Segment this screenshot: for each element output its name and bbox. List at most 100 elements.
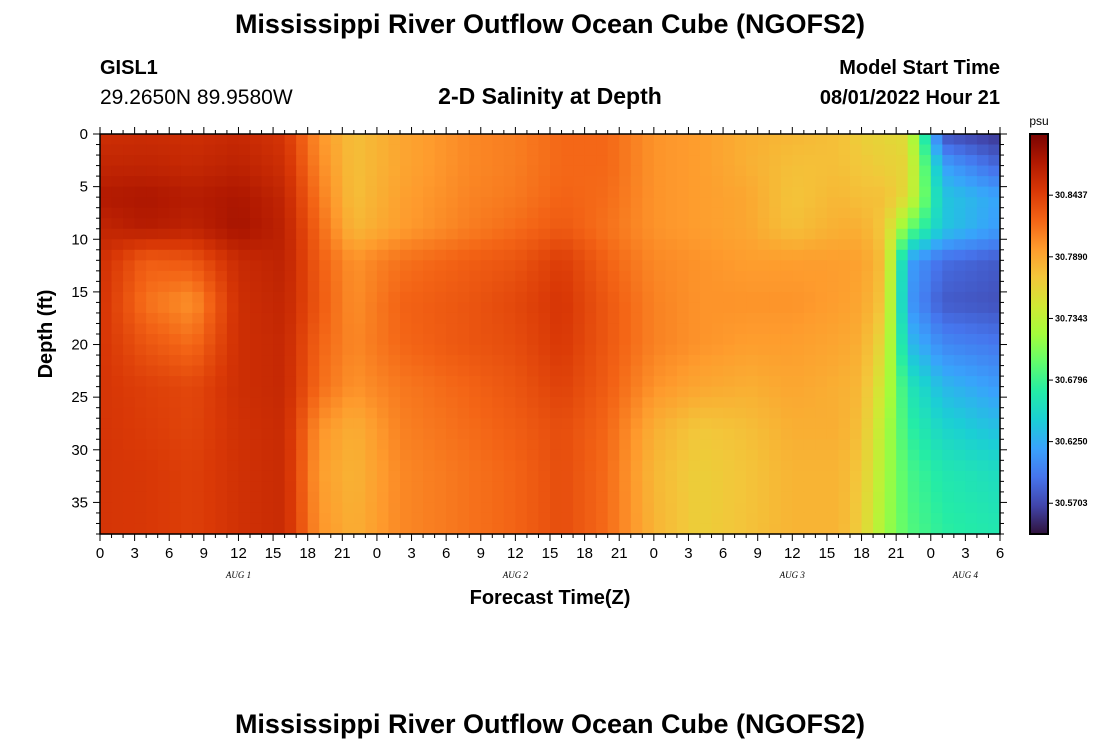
- heatmap-cell: [619, 502, 632, 514]
- heatmap-cell: [492, 207, 505, 219]
- heatmap-cell: [919, 176, 932, 188]
- heatmap-cell: [653, 323, 666, 335]
- main-title: Mississippi River Outflow Ocean Cube (NG…: [234, 9, 866, 39]
- heatmap-cell: [100, 418, 113, 430]
- heatmap-cell: [111, 502, 124, 514]
- heatmap-cell: [838, 512, 851, 525]
- heatmap-cell: [192, 197, 205, 209]
- heatmap-cell: [330, 386, 343, 398]
- heatmap-cell: [388, 197, 401, 209]
- heatmap-cell: [469, 323, 482, 335]
- heatmap-cell: [550, 439, 563, 451]
- heatmap-cell: [203, 470, 216, 482]
- heatmap-cell: [319, 449, 332, 461]
- heatmap-cell: [353, 449, 366, 461]
- heatmap-cell: [319, 512, 332, 525]
- heatmap-cell: [653, 291, 666, 304]
- heatmap-cell: [307, 523, 320, 535]
- heatmap-cell: [653, 428, 666, 440]
- heatmap-cell: [850, 144, 863, 156]
- heatmap-cell: [423, 418, 436, 430]
- heatmap-cell: [353, 291, 366, 304]
- heatmap-cell: [630, 165, 643, 177]
- heatmap-cell: [780, 502, 793, 514]
- heatmap-cell: [388, 523, 401, 535]
- heatmap-cell: [561, 344, 574, 356]
- heatmap-cell: [111, 481, 124, 493]
- heatmap-cell: [688, 249, 701, 261]
- heatmap-cell: [619, 428, 632, 440]
- heatmap-cell: [111, 291, 124, 304]
- heatmap-cell: [792, 397, 805, 409]
- heatmap-cell: [676, 334, 690, 346]
- heatmap-cell: [884, 270, 897, 282]
- heatmap-cell: [261, 523, 274, 535]
- heatmap-cell: [296, 312, 309, 325]
- heatmap-cell: [953, 228, 966, 240]
- heatmap-cell: [953, 355, 966, 367]
- heatmap-cell: [803, 344, 816, 356]
- heatmap-cell: [550, 186, 563, 198]
- heatmap-cell: [665, 397, 678, 409]
- heatmap-cell: [492, 228, 505, 240]
- heatmap-cell: [688, 460, 701, 472]
- heatmap-cell: [215, 376, 228, 388]
- heatmap-cell: [700, 312, 713, 325]
- heatmap-cell: [330, 260, 343, 272]
- heatmap-cell: [180, 397, 193, 409]
- heatmap-cell: [284, 228, 297, 240]
- heatmap-cell: [688, 418, 701, 430]
- heatmap-cell: [180, 312, 193, 325]
- heatmap-cell: [215, 460, 228, 472]
- heatmap-cell: [353, 470, 366, 482]
- heatmap-cell: [930, 376, 943, 388]
- heatmap-cell: [157, 291, 170, 304]
- heatmap-cell: [192, 449, 205, 461]
- heatmap-cell: [630, 249, 643, 261]
- heatmap-cell: [250, 249, 263, 261]
- heatmap-cell: [619, 470, 632, 482]
- heatmap-cell: [273, 270, 286, 282]
- heatmap-cell: [780, 334, 793, 346]
- heatmap-cell: [803, 386, 816, 398]
- heatmap-cell: [100, 481, 113, 493]
- heatmap-cell: [584, 134, 597, 146]
- heatmap-cell: [711, 228, 724, 240]
- heatmap-cell: [457, 439, 470, 451]
- heatmap-cell: [619, 228, 632, 240]
- x-tick-label: 0: [373, 545, 381, 562]
- heatmap-cell: [896, 491, 909, 504]
- heatmap-cell: [792, 270, 805, 282]
- heatmap-cell: [746, 260, 759, 272]
- heatmap-cell: [550, 312, 563, 325]
- heatmap-cell: [492, 523, 505, 535]
- heatmap-cell: [423, 218, 436, 230]
- x-tick-label: 6: [996, 545, 1004, 562]
- station-id: GISL1: [100, 57, 158, 79]
- heatmap-cell: [400, 207, 413, 219]
- heatmap-cell: [273, 512, 286, 525]
- heatmap-cell: [203, 270, 216, 282]
- heatmap-cell: [111, 439, 124, 451]
- heatmap-cell: [226, 365, 240, 377]
- heatmap-cell: [526, 512, 540, 525]
- heatmap-cell: [203, 281, 216, 293]
- heatmap-cell: [619, 397, 632, 409]
- heatmap-cell: [169, 502, 182, 514]
- heatmap-cell: [792, 439, 805, 451]
- heatmap-cell: [561, 312, 574, 325]
- heatmap-cell: [411, 176, 424, 188]
- heatmap-cell: [642, 228, 655, 240]
- heatmap-cell: [134, 376, 147, 388]
- heatmap-cell: [884, 376, 897, 388]
- heatmap-cell: [123, 239, 136, 251]
- heatmap-cell: [157, 165, 170, 177]
- heatmap-cell: [873, 228, 886, 240]
- heatmap-cell: [169, 270, 182, 282]
- heatmap-cell: [492, 312, 505, 325]
- heatmap-cell: [480, 197, 493, 209]
- heatmap-cell: [469, 439, 482, 451]
- heatmap-cell: [619, 386, 632, 398]
- heatmap-cell: [192, 270, 205, 282]
- heatmap-cell: [250, 470, 263, 482]
